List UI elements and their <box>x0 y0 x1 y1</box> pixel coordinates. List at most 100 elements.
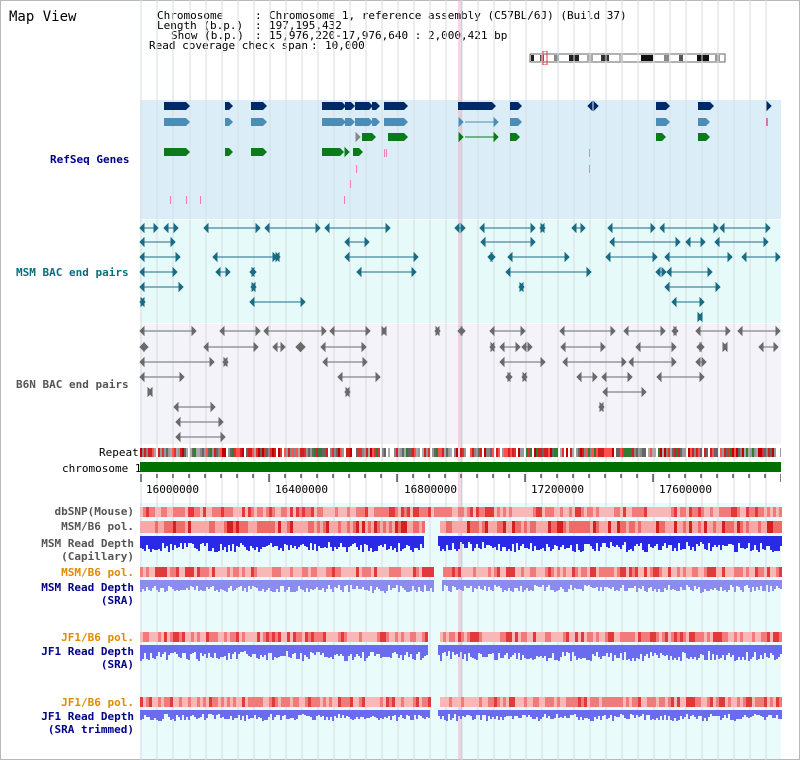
msm-capillary-depth-bar <box>262 536 264 547</box>
repeat-segment <box>190 448 192 457</box>
repeat-segment <box>394 448 396 457</box>
jf1-pol-strip <box>485 632 488 642</box>
repeat-segment <box>234 448 236 457</box>
jf1-sra-depth-bar <box>406 645 408 652</box>
repeat-segment <box>462 448 464 457</box>
jf1-pol-label-1[interactable]: JF1/B6 pol. <box>61 631 134 644</box>
jf1-pol-strip <box>296 632 299 642</box>
msm-pol-strip <box>422 521 425 533</box>
jf1-sra-depth-bar <box>364 645 366 661</box>
jf1-trim-depth-bar <box>156 710 158 720</box>
msm-capillary-depth-bar <box>588 536 590 544</box>
jf1-pol-strip <box>530 632 533 642</box>
jf1-trim-depth-bar <box>462 710 464 716</box>
msm-capillary-depth-bar <box>176 536 178 548</box>
jf1-pol-strip <box>719 632 722 642</box>
msm-pol-strip-2 <box>653 567 656 577</box>
msm-capillary-depth-bar <box>286 536 288 545</box>
b6n-bac-label[interactable]: B6N BAC end pairs <box>16 378 129 391</box>
msm-capillary-depth-bar <box>774 536 776 551</box>
jf1-trim-depth-bar <box>562 710 564 718</box>
jf1-pol-strip-2 <box>527 697 530 707</box>
jf1-sra-depth-bar <box>256 645 258 658</box>
dbsnp-strip <box>653 507 656 517</box>
msm-sra-depth-bar <box>570 580 572 585</box>
feature-arrow <box>714 236 720 248</box>
msm-pol-strip <box>752 521 755 533</box>
feature-arrow <box>251 281 257 293</box>
jf1-pol-strip <box>716 632 719 642</box>
msm-sra-depth-bar <box>536 580 538 586</box>
feature-arrow <box>220 431 226 443</box>
jf1-depth-trim-label[interactable]: JF1 Read Depth <box>41 710 134 723</box>
repeat-segment <box>198 448 200 457</box>
jf1-sra-depth-bar <box>356 645 358 654</box>
msm-pol-strip <box>557 521 560 533</box>
jf1-trim-depth-bar <box>170 710 172 720</box>
msm-pol-strip <box>326 521 329 533</box>
msm-capillary-depth-bar <box>540 536 542 549</box>
repeat-segment <box>182 448 184 457</box>
msm-pol-strip <box>293 521 296 533</box>
jf1-sra-depth-bar <box>308 645 310 659</box>
msm-pol-label-2[interactable]: MSM/B6 pol. <box>61 566 134 579</box>
jf1-sra-depth-bar <box>668 645 670 660</box>
refseq-mark <box>386 149 387 157</box>
msm-capillary-depth-bar <box>240 536 242 543</box>
dbsnp-strip <box>632 507 635 517</box>
dbsnp-strip <box>575 507 578 517</box>
msm-sra-depth-bar <box>212 580 214 586</box>
jf1-pol-label-2[interactable]: JF1/B6 pol. <box>61 696 134 709</box>
msm-depth-sra-label[interactable]: MSM Read Depth <box>41 581 134 594</box>
jf1-depth-sra-label[interactable]: JF1 Read Depth <box>41 645 134 658</box>
jf1-sra-depth-bar <box>242 645 244 652</box>
repeat-segment <box>474 448 476 457</box>
msm-sra-depth-bar <box>560 580 562 587</box>
msm-capillary-depth-bar <box>748 536 750 543</box>
refseq-genes-label[interactable]: RefSeq Genes <box>50 153 130 166</box>
jf1-trim-depth-bar <box>438 710 440 716</box>
jf1-pol-strip-2 <box>638 697 641 707</box>
jf1-pol-strip-2 <box>308 697 311 707</box>
msm-pol-label-1[interactable]: MSM/B6 pol. <box>61 520 134 533</box>
dbsnp-label[interactable]: dbSNP(Mouse) <box>54 505 134 518</box>
dbsnp-strip <box>149 507 152 517</box>
jf1-pol-strip <box>332 632 335 642</box>
msm-depth-capillary-label[interactable]: MSM Read Depth <box>41 537 134 550</box>
gene-arrow <box>263 148 267 156</box>
jf1-sra-depth-bar <box>204 645 206 654</box>
msm-sra-depth-bar <box>752 580 754 587</box>
axis-tick-16400000: 16400000 <box>275 483 328 496</box>
repeat-segment <box>584 448 586 457</box>
jf1-trim-depth-bar <box>148 710 150 717</box>
jf1-depth-trim-sub: (SRA trimmed) <box>47 723 134 736</box>
jf1-trim-depth-bar <box>172 710 174 719</box>
msm-sra-depth-bar <box>564 580 566 592</box>
repeat-track[interactable] <box>140 448 781 457</box>
repeat-segment <box>308 448 310 457</box>
msm-pol-strip-2 <box>350 567 353 577</box>
msm-pol-strip-2 <box>500 567 503 577</box>
msm-pol-strip <box>764 521 767 533</box>
jf1-pol-strip <box>740 632 743 642</box>
jf1-pol-strip <box>209 632 212 642</box>
dbsnp-strip <box>200 507 203 517</box>
jf1-trim-depth-bar <box>658 710 660 720</box>
jf1-pol-strip <box>602 632 605 642</box>
msm-capillary-depth-bar <box>646 536 648 552</box>
repeat-segment <box>176 448 178 457</box>
msm-sra-depth-bar <box>484 580 486 586</box>
jf1-sra-depth-bar <box>552 645 554 653</box>
msm-pol-strip <box>572 521 575 533</box>
chromosome-bar[interactable] <box>140 462 781 472</box>
jf1-sra-depth-bar <box>274 645 276 657</box>
msm-pol-strip-2 <box>245 567 248 577</box>
msm-sra-depth-bar <box>286 580 288 590</box>
jf1-pol-strip-2 <box>653 697 656 707</box>
msm-sra-depth-bar <box>250 580 252 589</box>
repeat-segment <box>194 448 196 457</box>
msm-sra-depth-bar <box>654 580 656 589</box>
msm-bac-label[interactable]: MSM BAC end pairs <box>16 266 129 279</box>
